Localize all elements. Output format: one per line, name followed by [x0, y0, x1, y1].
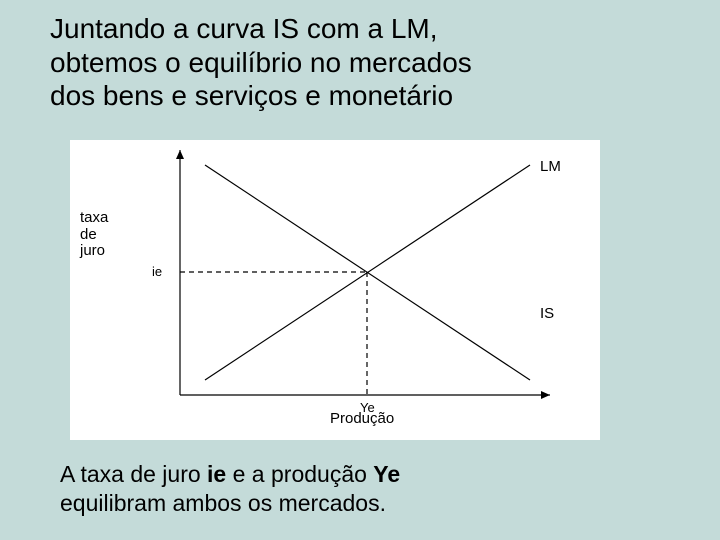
title-line-1: Juntando a curva IS com a LM,	[50, 13, 438, 44]
footer-mid: e a produção	[226, 461, 373, 487]
y-axis-label: taxa de juro	[80, 210, 108, 260]
footer-text: A taxa de juro ie e a produção Ye equili…	[60, 460, 680, 518]
title-line-2: obtemos o equilíbrio no mercados	[50, 47, 472, 78]
ye-label: Ye	[360, 400, 375, 415]
footer-line-2: equilibram ambos os mercados.	[60, 490, 386, 516]
y-axis-label-1: taxa	[80, 209, 108, 226]
ie-label: ie	[152, 264, 162, 279]
lm-label: LM	[540, 158, 561, 175]
y-axis-label-3: juro	[80, 242, 105, 259]
is-label: IS	[540, 305, 554, 322]
footer-prefix-1: A taxa de juro	[60, 461, 207, 487]
footer-bold-ye: Ye	[373, 461, 400, 487]
page-title: Juntando a curva IS com a LM, obtemos o …	[50, 12, 670, 113]
title-line-3: dos bens e serviços e monetário	[50, 80, 453, 111]
footer-bold-ie: ie	[207, 461, 226, 487]
chart-svg	[70, 140, 600, 440]
y-axis-label-2: de	[80, 226, 97, 243]
is-lm-chart: taxa de juro Produção LM IS ie Ye	[70, 140, 600, 440]
